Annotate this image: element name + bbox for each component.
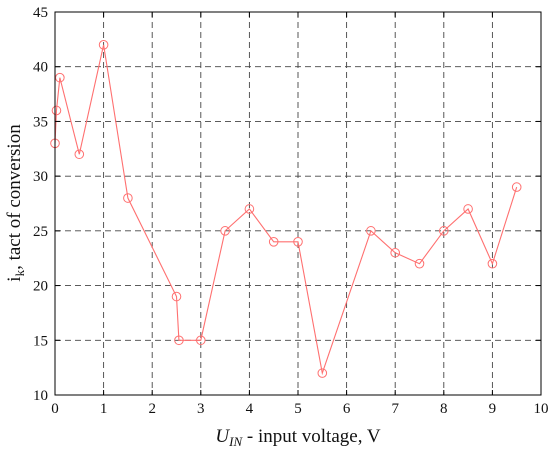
y-tick-label: 10 — [33, 388, 48, 404]
data-point — [390, 247, 401, 258]
grid — [55, 12, 541, 395]
x-tick-label: 3 — [197, 401, 205, 417]
y-tick-label: 45 — [33, 5, 48, 21]
data-point — [268, 237, 279, 247]
x-tick-label: 2 — [148, 401, 156, 417]
data-point — [463, 204, 473, 214]
data-point — [171, 291, 182, 302]
series-line — [54, 44, 518, 376]
data-point — [51, 105, 62, 116]
data-point — [74, 149, 85, 160]
y-tick-label: 30 — [33, 169, 48, 185]
y-axis-title-rest: , tact of conversion — [4, 124, 25, 270]
x-tick-label: 5 — [294, 401, 302, 417]
x-axis-title-subscript: IN — [228, 434, 243, 449]
data-point — [98, 40, 109, 50]
y-axis-title: ik, tact of conversion — [4, 124, 27, 282]
data-point — [414, 258, 425, 269]
x-axis-title-rest: - input voltage, V — [242, 426, 381, 447]
data-point — [244, 204, 255, 214]
x-tick-label: 4 — [246, 401, 254, 417]
y-tick-label: 40 — [33, 60, 48, 76]
data-point — [123, 193, 133, 203]
x-tick-label: 9 — [489, 401, 497, 417]
x-tick-label: 6 — [343, 401, 351, 417]
data-point — [511, 182, 522, 192]
x-tick-label: 1 — [100, 401, 108, 417]
y-tick-label: 35 — [33, 114, 48, 130]
data-point — [487, 258, 498, 269]
y-axis-title-subscript: k — [12, 269, 27, 276]
x-tick-label: 8 — [440, 401, 448, 417]
data-point — [439, 226, 449, 236]
data-point — [174, 335, 184, 346]
data-point — [196, 335, 206, 346]
data-point — [55, 72, 65, 83]
y-tick-label: 15 — [33, 333, 48, 349]
x-tick-label: 10 — [534, 401, 549, 417]
x-tick-label: 0 — [51, 401, 59, 417]
y-axis-title-main: i — [4, 276, 25, 281]
series — [50, 40, 522, 378]
x-tick-label: 7 — [391, 401, 399, 417]
x-axis-title-main: U — [215, 426, 230, 447]
data-point — [220, 226, 230, 236]
y-tick-label: 20 — [33, 279, 48, 295]
data-point — [366, 226, 376, 236]
x-axis-title: UIN - input voltage, V — [215, 426, 380, 449]
data-point — [317, 368, 328, 378]
data-point — [293, 237, 303, 247]
y-tick-label: 25 — [33, 224, 48, 240]
